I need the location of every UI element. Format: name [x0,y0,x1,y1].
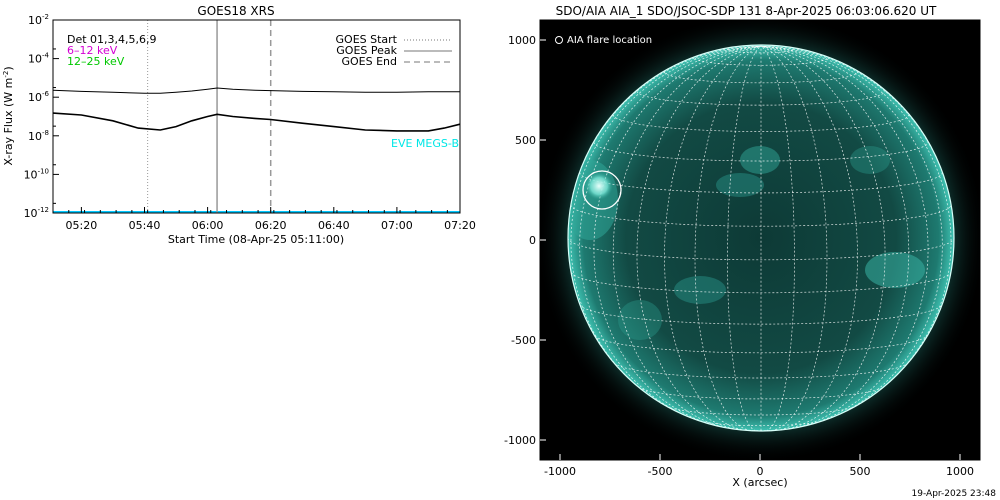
series-goes-short [52,112,461,132]
goes-y-tick-label: 10-6 [28,90,50,104]
active-region-south [674,276,726,304]
aia-y-tick-label: 1000 [508,34,536,47]
aia-x-axis-label: X (arcsec) [732,476,787,489]
goes-event-legend: GOES Start GOES Peak GOES End [336,33,452,68]
grid-longitude-line [760,45,886,431]
goes-x-tick-label: 07:00 [381,219,413,232]
goes-y-tick-label: 10-2 [28,13,49,27]
legend-goes-start-label: GOES Start [336,33,398,46]
goes-x-axis-label: Start Time (08-Apr-25 05:11:00) [168,233,344,246]
goes-y-tick-label: 10-4 [28,52,50,66]
aia-y-tick-label: -500 [511,334,536,347]
aia-x-tick-label: 0 [757,465,764,478]
aia-flare-location-marker [582,170,622,210]
aia-y-tick-label: 0 [529,234,536,247]
aia-x-tick-label: 500 [850,465,871,478]
active-region-west [865,252,925,288]
grid-longitude-line [760,45,910,429]
legend-goes-peak-label: GOES Peak [336,44,397,57]
eve-megs-b-label: EVE MEGS-B [391,137,459,150]
goes-legend-12-25kev: 12–25 keV [67,55,125,68]
grid-longitude-line [612,45,762,429]
goes-y-axis-label: X-ray Flux (W m-2) [2,66,15,165]
aia-x-tick-label: -500 [648,465,673,478]
grid-latitude-line [579,304,943,325]
aia-x-tick-label: 1000 [946,465,974,478]
grid-longitude-line [570,45,762,396]
goes-x-tick-label: 05:40 [129,219,161,232]
aia-solar-image [540,20,980,460]
grid-longitude-line [727,45,762,431]
aia-x-axis: -1000 -500 0 500 1000 [544,454,974,478]
grid-longitude-line [636,45,762,431]
aia-x-tick-label: -1000 [544,465,576,478]
goes-y-axis: 10-12 10-10 10-8 10-6 10-4 10-2 [24,13,59,220]
grid-longitude-line [760,45,929,427]
active-region-center [716,173,764,197]
goes-title: GOES18 XRS [197,4,274,18]
grid-latitude-line [638,386,884,400]
legend-goes-end-label: GOES End [341,55,397,68]
goes-x-tick-label: 06:20 [255,219,287,232]
goes-xrs-panel: GOES18 XRS Det 01,3,4,5,6,9 6–12 keV 12–… [2,4,476,246]
aia-legend-marker-icon [555,36,563,44]
goes-x-tick-label: 06:00 [192,219,224,232]
goes-x-tick-label: 06:40 [318,219,350,232]
grid-longitude-line [593,45,762,427]
solar-limb [567,44,955,432]
aia-y-axis: -1000 -500 0 500 1000 [504,34,546,447]
grid-longitude-line [664,45,762,431]
goes-plot-frame [52,19,461,214]
goes-y-tick-label: 10-10 [24,167,49,181]
goes-legend-detectors: Det 01,3,4,5,6,9 [67,33,157,46]
goes-legend-6-12kev: 6–12 keV [67,44,118,57]
grid-longitude-line [694,45,762,431]
aia-image-panel: SDO/AIA AIA_1 SDO/JSOC-SDP 131 8-Apr-202… [504,4,981,489]
active-region-southeast [618,300,662,340]
aia-legend-label: AIA flare location [567,35,652,46]
aia-y-tick-label: -1000 [504,434,536,447]
goes-x-axis: 05:20 05:40 06:00 06:20 06:40 07:00 07:20 [52,207,476,232]
series-goes-long [52,87,460,94]
goes-y-tick-label: 10-12 [24,206,49,220]
grid-longitude-line [760,45,828,431]
grid-longitude-line [760,45,795,431]
grid-longitude-line [760,45,858,431]
grid-longitude-line [760,45,952,396]
goes-x-tick-label: 05:20 [66,219,98,232]
goes-plot-area [52,20,461,213]
goes-x-tick-label: 07:20 [444,219,476,232]
active-region-north [740,146,780,174]
goes-y-tick-label: 10-8 [28,129,49,143]
render-timestamp: 19-Apr-2025 23:48 [912,489,997,499]
active-region-northwest [850,146,890,174]
aia-y-tick-label: 500 [515,134,536,147]
heliographic-grid [568,45,954,431]
flare-bright-kernel [585,172,613,200]
grid-latitude-line [727,49,795,54]
aia-title: SDO/AIA AIA_1 SDO/JSOC-SDP 131 8-Apr-202… [556,4,937,18]
